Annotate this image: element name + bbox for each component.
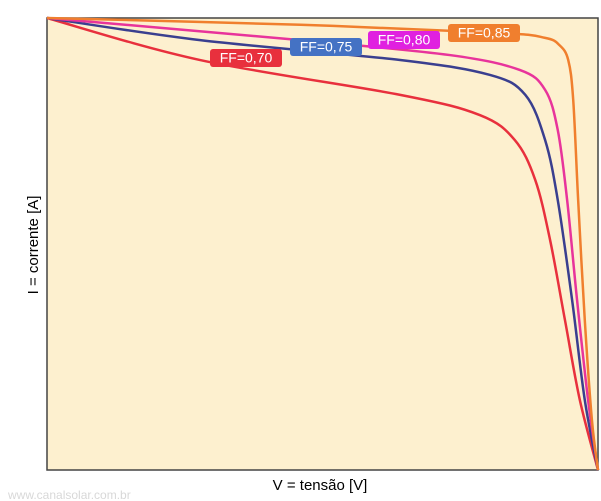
x-axis-label: V = tensão [V] [273,477,368,494]
legend-label: FF=0,80 [378,32,431,48]
curve [46,16,600,471]
legend-box [448,24,520,42]
legend-label: FF=0,85 [458,25,511,41]
legend-label: FF=0,75 [300,39,353,55]
legend-box [290,38,362,56]
y-axis-label: I = corrente [A] [25,196,42,295]
curve [46,16,600,471]
legend-label: FF=0,70 [220,50,273,66]
plot-area [46,17,599,471]
legend-box [368,31,440,49]
legend-box [210,49,282,67]
watermark: www.canalsolar.com.br [7,488,131,501]
